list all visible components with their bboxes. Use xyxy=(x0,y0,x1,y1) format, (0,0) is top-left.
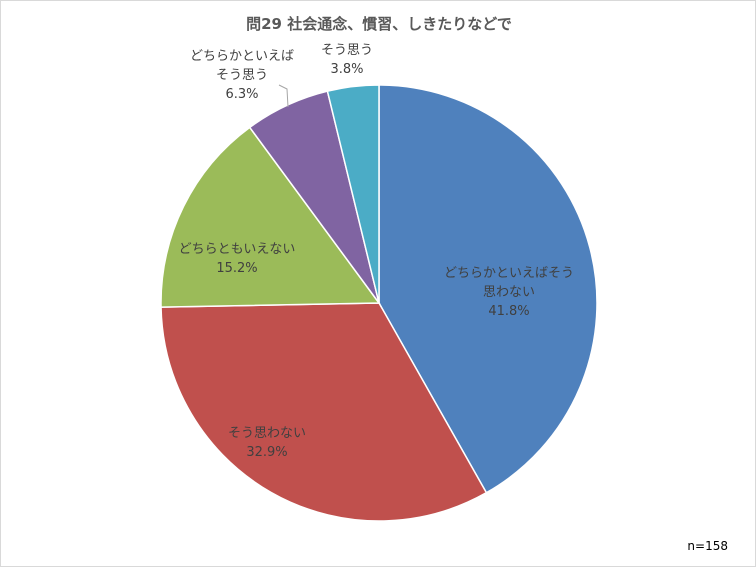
slice-value-label-disagree: 32.9% xyxy=(246,445,287,460)
pie-slice-neutral xyxy=(160,126,381,308)
pie-slice-disagree xyxy=(160,302,488,522)
pie-slices xyxy=(160,84,598,522)
slice-value-label-somewhat-agree: 6.3% xyxy=(225,87,258,102)
slice-value-label-somewhat-disagree: 41.8% xyxy=(488,304,529,319)
slice-category-label-neutral: どちらともいえない xyxy=(179,242,296,257)
pie-slice-agree xyxy=(326,84,380,304)
leader-line-somewhat-agree xyxy=(278,84,289,108)
slice-category-label-somewhat-agree: そう思う xyxy=(216,68,268,83)
pie-slice-somewhat-disagree xyxy=(378,84,598,494)
slice-category-label-disagree: そう思わない xyxy=(228,426,306,441)
slice-category-label-somewhat-disagree: どちらかといえばそう xyxy=(444,266,574,281)
slice-category-label-somewhat-agree: どちらかといえば xyxy=(190,49,294,64)
slice-category-label-agree: そう思う xyxy=(321,43,373,58)
chart-title: 問29 社会通念、慣習、しきたりなどで xyxy=(246,15,512,33)
slice-value-label-neutral: 15.2% xyxy=(216,261,257,276)
slice-value-label-agree: 3.8% xyxy=(330,62,363,77)
slice-category-label-somewhat-disagree: 思わない xyxy=(483,285,535,300)
leader-lines xyxy=(278,84,289,108)
sample-size-note: n=158 xyxy=(687,539,728,553)
